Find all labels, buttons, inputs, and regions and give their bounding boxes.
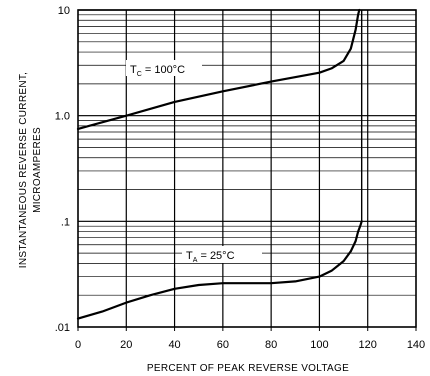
y-tick-label: .01 bbox=[55, 322, 70, 334]
x-tick-label: 60 bbox=[217, 339, 229, 351]
x-tick-label: 100 bbox=[310, 339, 328, 351]
y-axis-label: INSTANTANEOUS REVERSE CURRENT, MICROAMPE… bbox=[18, 72, 43, 268]
series-line-100c bbox=[76, 8, 361, 130]
y-tick-label: 1.0 bbox=[55, 111, 70, 123]
x-tick-labels: 0 20 40 60 80 100 120 140 bbox=[75, 327, 425, 351]
drop-lines bbox=[173, 10, 363, 291]
series-label-100c-main: T bbox=[130, 64, 137, 76]
y-tick-label: .1 bbox=[61, 216, 70, 228]
y-tick-label: 10 bbox=[58, 5, 70, 17]
series-label-100c-text: TC = 100°C bbox=[130, 64, 185, 78]
x-tick-label: 0 bbox=[75, 339, 81, 351]
x-tick-label: 120 bbox=[359, 339, 377, 351]
curves bbox=[76, 8, 363, 320]
series-label-25c-text: TA = 25°C bbox=[186, 250, 235, 264]
x-tick-label: 140 bbox=[407, 339, 425, 351]
series-label-100c: TC = 100°C bbox=[126, 60, 202, 78]
plot-frame bbox=[77, 9, 417, 328]
series-label-25c-rest: = 25°C bbox=[197, 250, 234, 262]
series-label-25c-bg bbox=[182, 246, 262, 263]
y-axis-label-line-1: INSTANTANEOUS REVERSE CURRENT, bbox=[18, 72, 29, 268]
chart-grid bbox=[78, 9, 416, 327]
x-tick-label: 20 bbox=[120, 339, 132, 351]
x-tick-label: 40 bbox=[168, 339, 180, 351]
x-tick-label: 80 bbox=[265, 339, 277, 351]
series-label-100c-sub: C bbox=[137, 71, 142, 78]
series-label-100c-bg bbox=[126, 60, 202, 76]
y-tick-labels: .01 .1 1.0 10 bbox=[55, 5, 70, 334]
series-label-25c-main: T bbox=[186, 250, 193, 262]
series-label-25c-sub: A bbox=[193, 257, 198, 264]
y-axis-label-line-2: MICROAMPERES bbox=[32, 127, 43, 213]
series-label-25c: TA = 25°C bbox=[182, 246, 262, 264]
x-axis-label: PERCENT OF PEAK REVERSE VOLTAGE bbox=[147, 363, 349, 374]
series-line-25c bbox=[76, 220, 363, 320]
series-label-100c-rest: = 100°C bbox=[142, 64, 185, 76]
